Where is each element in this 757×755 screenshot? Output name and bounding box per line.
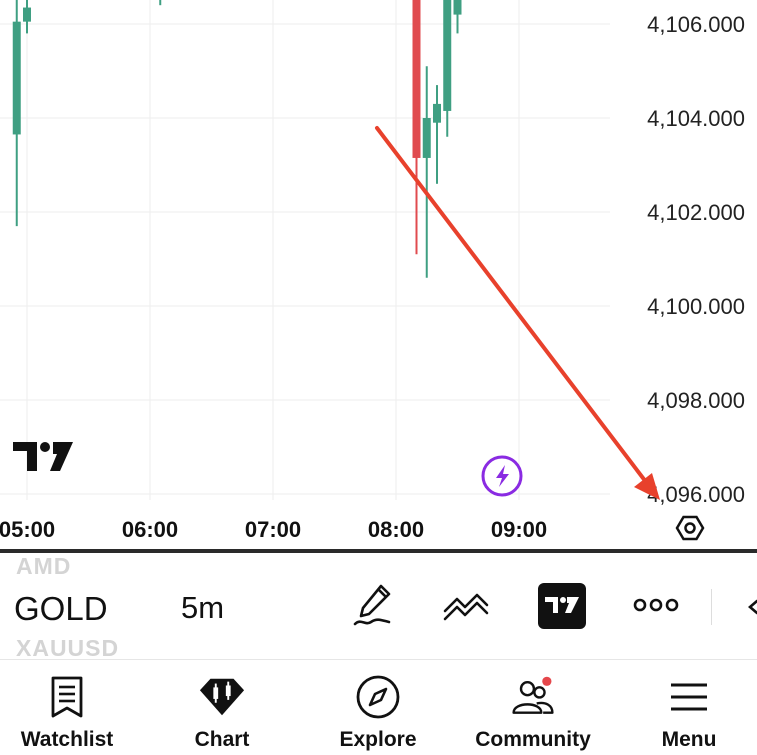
symbol-name[interactable]: GOLD [14, 590, 108, 627]
candle [12, 0, 21, 227]
time-axis[interactable]: 05:00 06:00 07:00 08:00 09:00 [0, 517, 547, 542]
price-label: 4,106.000 [647, 12, 745, 37]
candle [23, 0, 31, 34]
next-symbol[interactable]: XAUUSD [16, 635, 120, 661]
time-label: 08:00 [368, 517, 424, 542]
nav-community[interactable]: Community [458, 660, 608, 755]
prev-symbol[interactable]: AMD [16, 553, 72, 579]
compass-icon [356, 675, 400, 719]
candle [159, 0, 162, 6]
time-label: 07:00 [245, 517, 301, 542]
more-button[interactable] [632, 581, 680, 629]
price-axis[interactable]: 4,106.000 4,104.000 4,102.000 4,100.000 4,09… [647, 12, 745, 507]
draw-tool-button[interactable] [350, 581, 398, 629]
candle-body [433, 103, 441, 123]
time-label: 09:00 [491, 517, 547, 542]
draw-pen-icon [353, 584, 391, 626]
nav-explore[interactable]: Explore [303, 660, 453, 755]
candle-body [422, 118, 431, 158]
candle [433, 85, 441, 184]
nav-label: Menu [661, 728, 717, 751]
nav-chart[interactable]: Chart [147, 660, 297, 755]
candle [443, 0, 452, 137]
tradingview-logo-icon [545, 597, 579, 613]
price-chart[interactable]: 4,106.000 4,104.000 4,102.000 4,100.000 4,09… [0, 0, 757, 550]
nav-label: Explore [339, 728, 417, 751]
price-label: 4,102.000 [647, 200, 745, 225]
menu-icon [671, 683, 707, 711]
indicators-button[interactable] [443, 581, 491, 629]
toolbar-separator [711, 589, 712, 625]
candle [412, 0, 421, 255]
nav-menu[interactable]: Menu [614, 660, 757, 755]
price-label: 4,096.000 [647, 482, 745, 507]
price-label: 4,100.000 [647, 294, 745, 319]
more-dots-icon [633, 598, 679, 612]
chart-settings-icon[interactable] [675, 515, 705, 541]
notification-dot [542, 676, 552, 686]
symbol-bar: AMD GOLD XAUUSD 5m [0, 553, 757, 661]
tradingview-watermark-icon [13, 442, 73, 471]
chart-grid [0, 0, 610, 500]
candle [453, 0, 462, 34]
nav-label: Chart [194, 728, 250, 751]
nav-label: Community [475, 728, 591, 751]
candle-body [443, 0, 452, 111]
community-icon [512, 676, 554, 714]
candle-body [453, 0, 462, 15]
chart-divider [0, 549, 757, 553]
timeframe-button[interactable]: 5m [181, 590, 225, 625]
annotation-arrow [375, 126, 660, 500]
indicators-icon [443, 593, 489, 621]
collapse-chevron-icon[interactable] [748, 597, 757, 617]
nav-watchlist[interactable]: Watchlist [0, 660, 142, 755]
time-label: 05:00 [0, 517, 55, 542]
tradingview-button[interactable] [538, 583, 586, 629]
watchlist-icon [51, 676, 83, 718]
candle-body [12, 21, 21, 135]
nav-label: Watchlist [20, 728, 114, 751]
candle-body [412, 0, 421, 158]
alert-lightning-icon[interactable] [481, 455, 523, 497]
bottom-nav: Watchlist Chart Explore [0, 659, 757, 755]
price-label: 4,098.000 [647, 388, 745, 413]
candles [12, 0, 462, 278]
time-label: 06:00 [122, 517, 178, 542]
candle-body [23, 7, 31, 22]
price-label: 4,104.000 [647, 106, 745, 131]
candle [422, 66, 431, 278]
chart-icon [199, 678, 245, 716]
